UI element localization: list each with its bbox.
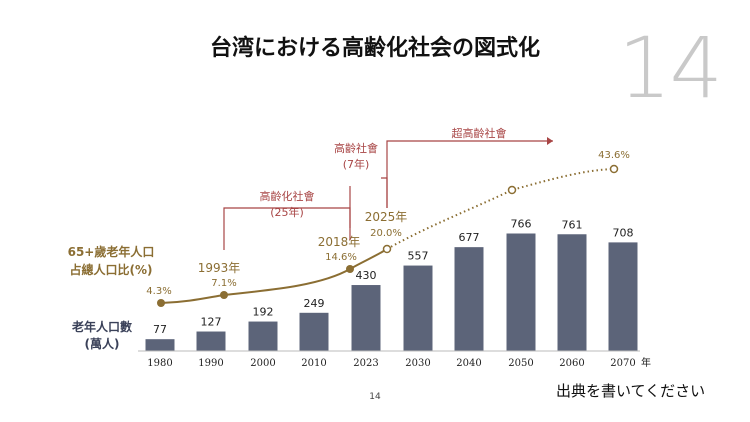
super-aged-bracket bbox=[386, 140, 553, 208]
aged-label: 高齡社會 bbox=[334, 141, 378, 155]
line-legend-label: 65+歲老年人口 bbox=[68, 244, 155, 259]
ratio-line-actual bbox=[160, 248, 388, 304]
ratio-point bbox=[346, 265, 354, 273]
aging-label: 高齡化社會 bbox=[260, 189, 315, 203]
ratio-year-label: 2018年 bbox=[318, 235, 361, 249]
ratio-point bbox=[382, 244, 392, 254]
aged-sub-label: (7年) bbox=[343, 157, 370, 171]
ratio-point bbox=[507, 185, 517, 195]
slide-number-large: 14 bbox=[618, 19, 723, 117]
bar-value-label: 249 bbox=[304, 297, 325, 310]
ratio-point bbox=[220, 291, 228, 299]
bar bbox=[196, 331, 226, 351]
bar bbox=[145, 339, 175, 351]
ratio-line-projection bbox=[386, 168, 615, 250]
bar bbox=[557, 234, 587, 351]
bar-value-label: 708 bbox=[613, 226, 634, 239]
x-tick-label: 2040 bbox=[456, 358, 481, 369]
ratio-year-label: 1993年 bbox=[198, 261, 241, 275]
slide-title: 台湾における高齢化社会の図式化 bbox=[209, 35, 540, 61]
bar-value-label: 766 bbox=[511, 217, 532, 230]
x-tick-label: 1980 bbox=[147, 358, 172, 369]
ratio-value-label: 4.3% bbox=[146, 286, 171, 297]
ratio-year-label: 2025年 bbox=[365, 210, 408, 224]
source-note: 出典を書いてください bbox=[556, 382, 706, 400]
super-aged-arrowhead bbox=[547, 137, 553, 145]
x-tick-label: 2010 bbox=[301, 358, 326, 369]
bar bbox=[248, 321, 278, 351]
bar-legend-label: (萬人) bbox=[85, 336, 120, 351]
x-tick-label: 2000 bbox=[250, 358, 275, 369]
x-tick-label: 2070 bbox=[610, 358, 635, 369]
line-legend-label: 占總人口比(%) bbox=[70, 262, 153, 277]
bar bbox=[608, 242, 638, 351]
aging-sub-label: (25年) bbox=[270, 205, 304, 219]
bar-value-label: 761 bbox=[562, 218, 583, 231]
ratio-point bbox=[609, 164, 619, 174]
bar bbox=[506, 233, 536, 351]
ratio-value-label: 20.0% bbox=[370, 228, 402, 239]
ratio-value-label: 43.6% bbox=[598, 150, 630, 161]
page-number: 14 bbox=[369, 392, 381, 402]
bar-value-label: 127 bbox=[201, 316, 222, 329]
x-tick-label: 2030 bbox=[405, 358, 430, 369]
bar bbox=[351, 285, 381, 351]
super-aged-label: 超高齡社會 bbox=[452, 126, 507, 140]
bar-value-label: 430 bbox=[356, 269, 377, 282]
ratio-value-label: 14.6% bbox=[325, 252, 357, 263]
x-tick-label: 1990 bbox=[198, 358, 223, 369]
bar-legend-label: 老年人口數 bbox=[72, 319, 132, 334]
x-tick-label: 2050 bbox=[508, 358, 533, 369]
bar-value-label: 192 bbox=[253, 306, 274, 319]
bar bbox=[403, 265, 433, 351]
x-tick-label: 2060 bbox=[559, 358, 584, 369]
bar-value-label: 677 bbox=[459, 231, 480, 244]
bar bbox=[299, 312, 329, 351]
ratio-value-label: 7.1% bbox=[211, 278, 236, 289]
x-axis-unit: 年 bbox=[641, 356, 651, 369]
bar bbox=[454, 247, 484, 351]
bar-value-label: 77 bbox=[153, 323, 167, 336]
bar-value-label: 557 bbox=[408, 250, 429, 263]
ratio-point bbox=[157, 299, 165, 307]
aged-bracket-right bbox=[381, 177, 388, 208]
x-tick-label: 2023 bbox=[353, 358, 378, 369]
